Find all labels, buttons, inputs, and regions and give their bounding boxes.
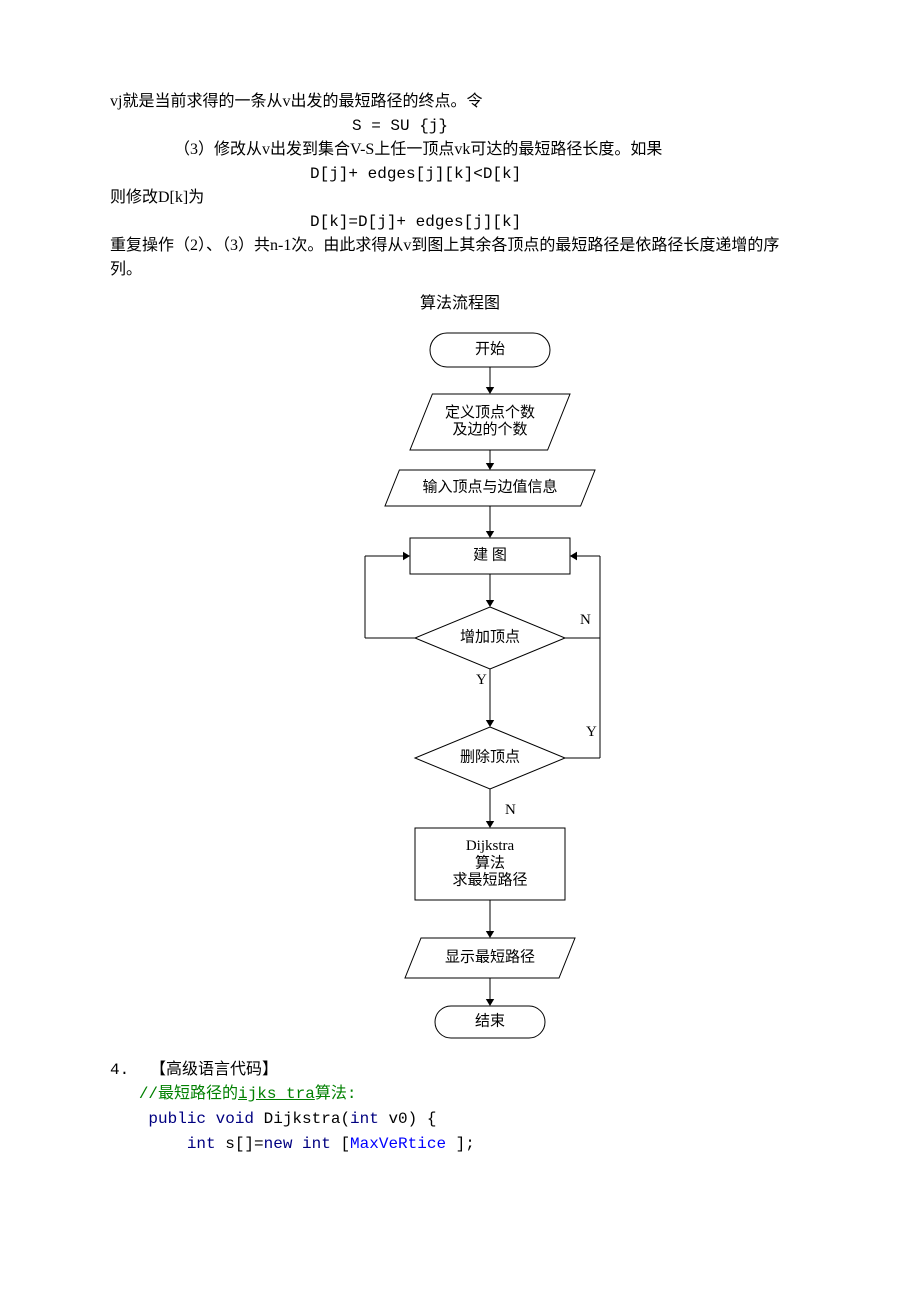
code-token: s[]= <box>225 1135 263 1153</box>
code-line: //最短路径的ijks tra算法: <box>110 1082 810 1107</box>
paragraph: 重复操作（2）、（3）共n-1次。由此求得从v到图上其余各顶点的最短路径是依路径… <box>110 234 810 282</box>
code-token: int <box>350 1110 388 1128</box>
svg-text:求最短路径: 求最短路径 <box>452 872 527 889</box>
svg-text:及边的个数: 及边的个数 <box>452 421 527 438</box>
svg-text:增加顶点: 增加顶点 <box>460 628 520 645</box>
code-section: 4. 【高级语言代码】 //最短路径的ijks tra算法: public vo… <box>110 1052 810 1156</box>
flowchart-title: 算法流程图 <box>110 282 810 322</box>
code-token: public void <box>148 1110 263 1128</box>
code-token: new int <box>264 1135 341 1153</box>
svg-text:Dijkstra: Dijkstra <box>466 838 515 854</box>
svg-text:Y: Y <box>476 672 487 688</box>
code-token: v0) { <box>388 1110 436 1128</box>
code-line: int s[]=new int [MaxVeRtice ]; <box>110 1132 810 1157</box>
svg-text:定义顶点个数: 定义顶点个数 <box>445 404 535 421</box>
svg-text:开始: 开始 <box>475 340 505 357</box>
section-title: 【高级语言代码】 <box>150 1061 278 1078</box>
formula-line: D[j]+ edges[j][k]<D[k] <box>110 162 810 186</box>
paragraph: 则修改D[k]为 <box>110 186 810 210</box>
svg-text:建 图: 建 图 <box>473 546 507 563</box>
code-token: int <box>187 1135 225 1153</box>
formula-line: S = SU {j} <box>110 114 810 138</box>
code-token: [ <box>340 1135 350 1153</box>
svg-text:N: N <box>580 612 591 628</box>
code-token: ]; <box>456 1135 475 1153</box>
svg-text:N: N <box>505 802 516 818</box>
code-token: 算法: <box>315 1085 357 1103</box>
paragraph: （3）修改从v出发到集合V-S上任一顶点vk可达的最短路径长度。如果 <box>110 138 810 162</box>
svg-text:结束: 结束 <box>475 1012 505 1029</box>
document-page: vj就是当前求得的一条从v出发的最短路径的终点。令 S = SU {j} （3）… <box>0 0 920 1196</box>
code-line: public void Dijkstra(int v0) { <box>110 1107 810 1132</box>
svg-text:Y: Y <box>586 724 597 740</box>
code-lines: //最短路径的ijks tra算法: public void Dijkstra(… <box>110 1082 810 1156</box>
section-heading: 4. 【高级语言代码】 <box>110 1058 810 1082</box>
paragraph: vj就是当前求得的一条从v出发的最短路径的终点。令 <box>110 90 810 114</box>
code-token: Dijkstra( <box>264 1110 350 1128</box>
code-token: MaxVeRtice <box>350 1135 456 1153</box>
svg-text:显示最短路径: 显示最短路径 <box>445 948 535 965</box>
svg-text:删除顶点: 删除顶点 <box>460 748 520 765</box>
svg-text:算法: 算法 <box>475 853 505 871</box>
flowchart-svg: 开始定义顶点个数及边的个数输入顶点与边值信息建 图增加顶点删除顶点 Dijkstr… <box>270 322 710 1052</box>
formula-line: D[k]=D[j]+ edges[j][k] <box>110 210 810 234</box>
flowchart-container: 开始定义顶点个数及边的个数输入顶点与边值信息建 图增加顶点删除顶点 Dijkstr… <box>110 322 840 1052</box>
svg-text:输入顶点与边值信息: 输入顶点与边值信息 <box>422 478 557 495</box>
code-token: ijks tra <box>238 1085 315 1103</box>
code-token: //最短路径的 <box>139 1085 238 1103</box>
section-number: 4. <box>110 1058 146 1082</box>
